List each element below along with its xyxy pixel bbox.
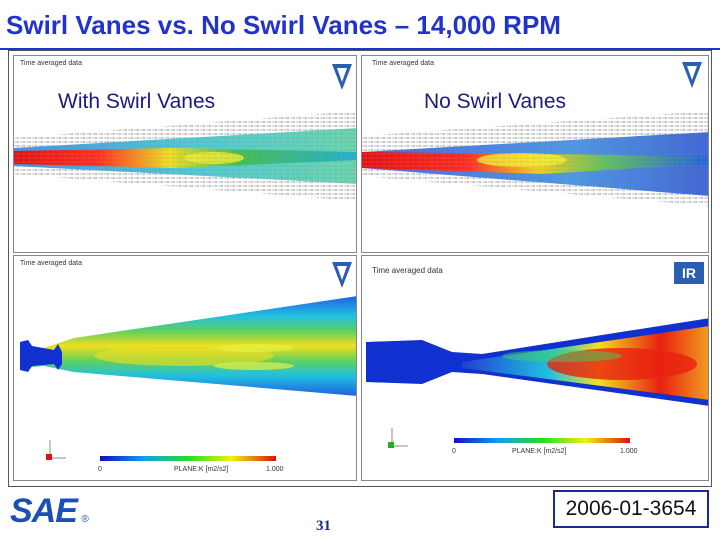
axis-triad-icon — [388, 428, 408, 448]
page-number: 31 — [316, 518, 331, 534]
panel-caption: Time averaged data — [20, 60, 82, 67]
vector-plot-no-swirl — [362, 111, 708, 206]
paper-id-box: 2006-01-3654 — [553, 490, 709, 528]
title-rule — [0, 48, 720, 50]
figure-frame: Time averaged data With Swirl Vanes — [8, 50, 712, 487]
scale-min: 0 — [98, 466, 102, 473]
axis-triad-icon — [46, 440, 66, 460]
scale-label: PLANE:K [m2/s2] — [174, 466, 229, 473]
scale-label: PLANE:K [m2/s2] — [512, 448, 567, 455]
panel-with-swirl-vectors: Time averaged data With Swirl Vanes — [13, 55, 357, 253]
label-no-swirl-vanes: No Swirl Vanes — [424, 90, 566, 113]
scale-min: 0 — [452, 448, 456, 455]
vista-logo — [332, 262, 352, 288]
panel-caption: Time averaged data — [372, 266, 443, 275]
vista-logo — [682, 62, 702, 88]
panel-no-swirl-contour: Time averaged data 0 PLANE:K [m2/s2] 1.0… — [361, 255, 709, 481]
label-with-swirl-vanes: With Swirl Vanes — [58, 90, 216, 113]
scale-max: 1.000 — [266, 466, 284, 473]
contour-plot-no-swirl — [366, 318, 708, 448]
vista-logo — [332, 64, 352, 90]
slide-title: Swirl Vanes vs. No Swirl Vanes – 14,000 … — [6, 10, 561, 40]
panel-no-swirl-vectors: Time averaged data No Swirl Vanes — [361, 55, 709, 253]
scale-max: 1.000 — [620, 448, 638, 455]
color-scale-bar — [100, 456, 276, 461]
panel-caption: Time averaged data — [20, 260, 82, 267]
vector-plot-with-swirl — [14, 111, 356, 201]
panel-with-swirl-contour: Time averaged data 0 PLANE:K [m2/s2] 1.0… — [13, 255, 357, 481]
panel-caption: Time averaged data — [372, 60, 434, 67]
sae-logo-text: SAE — [10, 492, 78, 530]
sae-logo: SAE ® — [10, 492, 89, 531]
ir-logo: IR — [674, 262, 704, 284]
color-scale-bar — [454, 438, 630, 443]
contour-plot-with-swirl — [20, 296, 356, 461]
registered-mark: ® — [81, 514, 89, 525]
